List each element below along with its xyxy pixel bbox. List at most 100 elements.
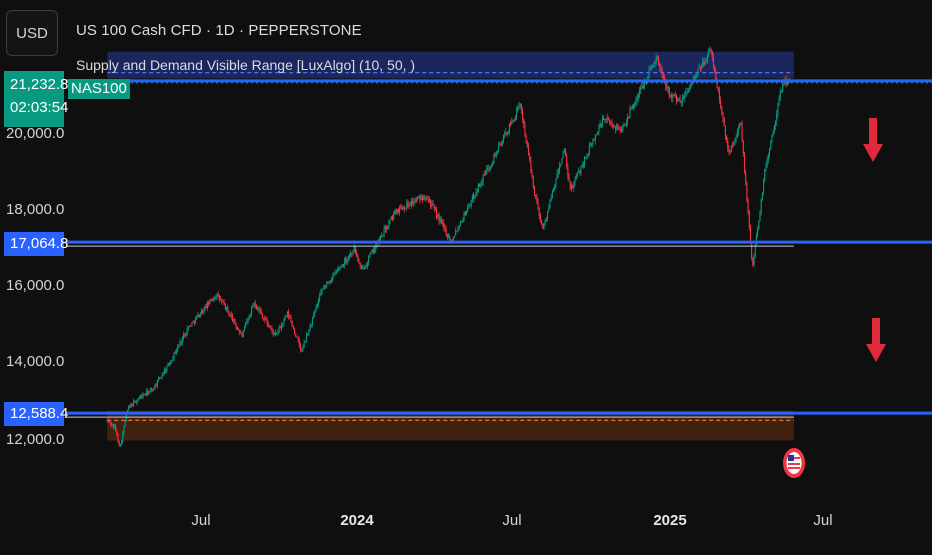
- candle-body[interactable]: [224, 305, 226, 310]
- candle-body[interactable]: [535, 194, 537, 196]
- candle-body[interactable]: [395, 210, 397, 214]
- candle-body[interactable]: [562, 152, 564, 159]
- candle-body[interactable]: [547, 211, 549, 219]
- candle-body[interactable]: [382, 235, 384, 237]
- candle-body[interactable]: [192, 320, 194, 323]
- candle-body[interactable]: [421, 196, 423, 200]
- candle-body[interactable]: [716, 81, 718, 89]
- candle-body[interactable]: [115, 425, 117, 432]
- candle-body[interactable]: [774, 121, 777, 126]
- candle-body[interactable]: [579, 171, 581, 174]
- candle-body[interactable]: [253, 303, 255, 306]
- candle-body[interactable]: [316, 304, 318, 307]
- candle-body[interactable]: [321, 289, 323, 292]
- candle-body[interactable]: [159, 378, 161, 379]
- candle-body[interactable]: [160, 377, 162, 379]
- candle-body[interactable]: [143, 394, 145, 396]
- candle-body[interactable]: [759, 212, 761, 221]
- candle-body[interactable]: [510, 123, 512, 125]
- candle-body[interactable]: [156, 379, 158, 386]
- candle-body[interactable]: [292, 326, 294, 329]
- candle-body[interactable]: [223, 302, 225, 306]
- candle-body[interactable]: [545, 218, 547, 220]
- candle-body[interactable]: [654, 63, 656, 65]
- candle-body[interactable]: [379, 236, 382, 239]
- candle-body[interactable]: [301, 349, 303, 351]
- candle-body[interactable]: [339, 267, 341, 269]
- candle-body[interactable]: [311, 317, 314, 325]
- candle-body[interactable]: [298, 339, 300, 346]
- candle-body[interactable]: [553, 187, 555, 191]
- candle-body[interactable]: [257, 308, 259, 310]
- candle-body[interactable]: [247, 317, 249, 322]
- candle-body[interactable]: [598, 127, 600, 132]
- candle-body[interactable]: [118, 440, 120, 446]
- candle-body[interactable]: [125, 414, 127, 422]
- candle-body[interactable]: [558, 165, 561, 172]
- candle-body[interactable]: [215, 296, 217, 298]
- candle-body[interactable]: [700, 67, 703, 69]
- candle-body[interactable]: [481, 181, 483, 185]
- candle-body[interactable]: [325, 285, 327, 289]
- candle-body[interactable]: [574, 179, 576, 183]
- candle-body[interactable]: [706, 55, 709, 62]
- candle-body[interactable]: [227, 307, 229, 312]
- candle-body[interactable]: [778, 98, 780, 105]
- candle-body[interactable]: [595, 134, 598, 136]
- candle-body[interactable]: [397, 208, 399, 213]
- candle-body[interactable]: [705, 61, 707, 63]
- candle-body[interactable]: [303, 342, 305, 348]
- candle-body[interactable]: [313, 313, 315, 318]
- candle-body[interactable]: [766, 159, 768, 166]
- candle-body[interactable]: [551, 190, 553, 198]
- candle-body[interactable]: [450, 239, 452, 241]
- candle-body[interactable]: [154, 384, 156, 390]
- candle-body[interactable]: [110, 422, 112, 426]
- candle-body[interactable]: [521, 110, 524, 120]
- candle-body[interactable]: [708, 50, 710, 56]
- candle-body[interactable]: [516, 110, 518, 118]
- candle-body[interactable]: [384, 226, 386, 229]
- candle-body[interactable]: [680, 102, 682, 104]
- candle-body[interactable]: [483, 174, 485, 176]
- candle-body[interactable]: [264, 318, 266, 320]
- candle-body[interactable]: [642, 86, 644, 89]
- candle-body[interactable]: [289, 316, 291, 318]
- candle-body[interactable]: [607, 117, 609, 121]
- candle-body[interactable]: [258, 309, 260, 310]
- candle-body[interactable]: [340, 265, 342, 268]
- candle-body[interactable]: [656, 57, 658, 59]
- candle-body[interactable]: [615, 126, 617, 130]
- candle-body[interactable]: [717, 88, 719, 91]
- candle-body[interactable]: [721, 107, 723, 114]
- candle-body[interactable]: [684, 92, 686, 99]
- candle-body[interactable]: [302, 347, 304, 350]
- candle-body[interactable]: [166, 366, 168, 371]
- candle-body[interactable]: [563, 149, 565, 153]
- candle-body[interactable]: [234, 319, 236, 325]
- candle-body[interactable]: [221, 299, 223, 302]
- candle-body[interactable]: [527, 146, 530, 156]
- candle-body[interactable]: [277, 332, 279, 334]
- candle-body[interactable]: [671, 95, 673, 99]
- candle-body[interactable]: [530, 160, 532, 173]
- candle-body[interactable]: [362, 267, 364, 269]
- candle-body[interactable]: [304, 341, 306, 343]
- candle-body[interactable]: [203, 307, 205, 313]
- candle-body[interactable]: [333, 272, 335, 276]
- candle-body[interactable]: [173, 352, 175, 359]
- candle-body[interactable]: [363, 267, 365, 270]
- candle-body[interactable]: [266, 319, 268, 325]
- candle-body[interactable]: [578, 171, 580, 174]
- candle-body[interactable]: [641, 86, 643, 89]
- candle-body[interactable]: [643, 82, 645, 89]
- candle-body[interactable]: [710, 49, 712, 51]
- candle-body[interactable]: [580, 167, 582, 174]
- candle-body[interactable]: [420, 196, 422, 200]
- candle-body[interactable]: [539, 216, 541, 220]
- candle-body[interactable]: [124, 421, 126, 427]
- candle-body[interactable]: [283, 319, 285, 324]
- candle-body[interactable]: [533, 186, 536, 195]
- candle-body[interactable]: [543, 223, 545, 229]
- candle-body[interactable]: [251, 306, 253, 314]
